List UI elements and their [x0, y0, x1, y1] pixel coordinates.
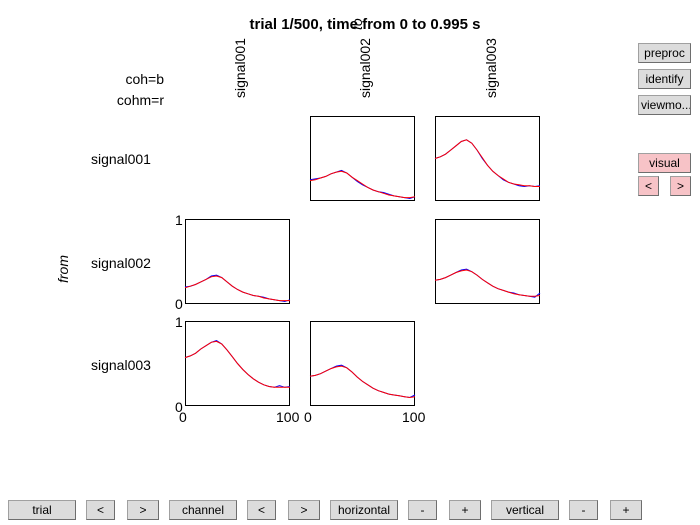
horizontal-plus-button[interactable]: + — [449, 500, 481, 520]
identify-button[interactable]: identify — [638, 69, 691, 89]
column-label-signal002: signal002 — [357, 38, 373, 98]
visual-next-button[interactable]: > — [670, 176, 691, 196]
y-tick-min: 0 — [175, 296, 183, 312]
cohm-line — [434, 269, 541, 297]
panel-frame — [310, 116, 415, 201]
panel-frame — [310, 321, 415, 406]
visual-button[interactable]: visual — [638, 153, 691, 173]
preproc-button[interactable]: preproc — [638, 43, 691, 63]
cohm-line — [309, 170, 416, 199]
cohm-line — [184, 340, 290, 388]
panel-signal001-signal003 — [434, 116, 541, 201]
legend-coh: coh=b — [125, 71, 164, 87]
panel-frame — [435, 219, 540, 304]
viewmode-button[interactable]: viewmo... — [638, 95, 691, 115]
plot-title: trial 1/500, time from 0 to 0.995 s — [249, 16, 481, 33]
horizontal-button[interactable]: horizontal — [330, 500, 398, 520]
cohm-line — [184, 275, 290, 302]
column-label-signal003: signal003 — [483, 38, 499, 98]
panel-signal003-signal001 — [184, 321, 291, 406]
panel-frame — [435, 116, 540, 201]
panel-signal002-signal003 — [434, 219, 541, 304]
y-tick-max: 1 — [175, 314, 183, 330]
x-tick-min: 0 — [304, 409, 312, 425]
panel-signal003-signal002 — [309, 321, 416, 406]
legend-cohm: cohm=r — [116, 92, 164, 108]
row-label-signal001: signal001 — [91, 151, 151, 167]
vertical-minus-button[interactable]: - — [569, 500, 598, 520]
horizontal-minus-button[interactable]: - — [408, 500, 437, 520]
trial-next-button[interactable]: > — [127, 500, 159, 520]
to-axis-label: to — [349, 18, 365, 30]
visual-prev-button[interactable]: < — [638, 176, 659, 196]
panel-frame — [185, 219, 290, 304]
y-tick-max: 1 — [175, 212, 183, 228]
vertical-plus-button[interactable]: + — [610, 500, 642, 520]
x-tick-min: 0 — [179, 409, 187, 425]
x-tick-max: 100 — [402, 409, 426, 425]
panel-signal001-signal002 — [309, 116, 416, 201]
y-tick-min: 0 — [175, 399, 183, 415]
row-label-signal003: signal003 — [91, 357, 151, 373]
channel-button[interactable]: channel — [169, 500, 237, 520]
vertical-button[interactable]: vertical — [491, 500, 559, 520]
cohm-line — [309, 365, 416, 399]
panel-signal002-signal001 — [184, 219, 291, 304]
cohm-line — [434, 139, 540, 187]
trial-button[interactable]: trial — [8, 500, 76, 520]
trial-prev-button[interactable]: < — [86, 500, 115, 520]
from-axis-label: from — [55, 255, 71, 283]
row-label-signal002: signal002 — [91, 255, 151, 271]
channel-next-button[interactable]: > — [288, 500, 320, 520]
channel-prev-button[interactable]: < — [247, 500, 276, 520]
column-label-signal001: signal001 — [232, 38, 248, 98]
x-tick-max: 100 — [276, 409, 300, 425]
